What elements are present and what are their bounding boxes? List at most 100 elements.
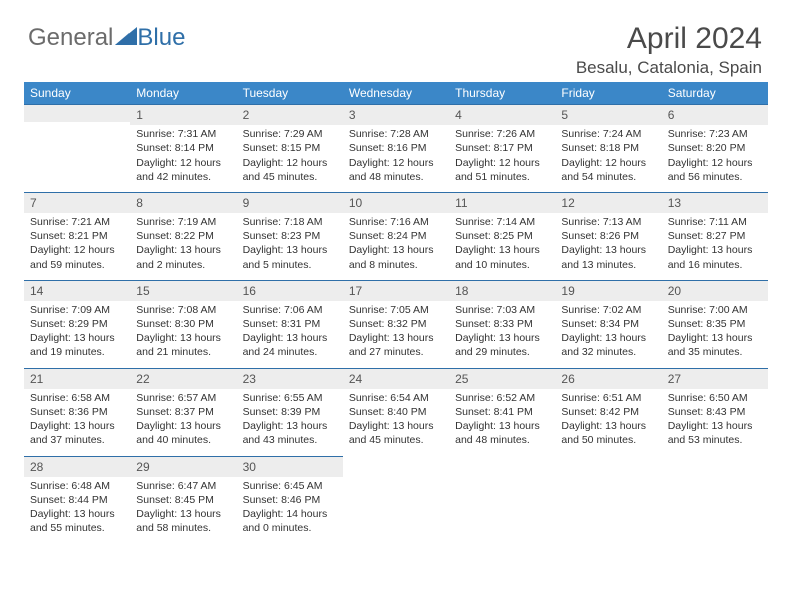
day-content: Sunrise: 6:47 AMSunset: 8:45 PMDaylight:… — [130, 477, 236, 544]
weekday-header: Friday — [555, 82, 661, 104]
page-title: April 2024 — [576, 22, 762, 56]
day-content: Sunrise: 6:55 AMSunset: 8:39 PMDaylight:… — [237, 389, 343, 456]
day2-line: and 19 minutes. — [30, 345, 124, 359]
sunset-line: Sunset: 8:44 PM — [30, 493, 124, 507]
day-cell: 7Sunrise: 7:21 AMSunset: 8:21 PMDaylight… — [24, 192, 130, 280]
day1-line: Daylight: 13 hours — [455, 331, 549, 345]
day2-line: and 24 minutes. — [243, 345, 337, 359]
sunrise-line: Sunrise: 6:50 AM — [668, 391, 762, 405]
day-cell: 27Sunrise: 6:50 AMSunset: 8:43 PMDayligh… — [662, 368, 768, 456]
day-cell: 14Sunrise: 7:09 AMSunset: 8:29 PMDayligh… — [24, 280, 130, 368]
day2-line: and 27 minutes. — [349, 345, 443, 359]
sunrise-line: Sunrise: 6:48 AM — [30, 479, 124, 493]
sunset-line: Sunset: 8:43 PM — [668, 405, 762, 419]
day1-line: Daylight: 13 hours — [136, 243, 230, 257]
sunset-line: Sunset: 8:24 PM — [349, 229, 443, 243]
sunrise-line: Sunrise: 7:24 AM — [561, 127, 655, 141]
sunset-line: Sunset: 8:23 PM — [243, 229, 337, 243]
day-cell: 5Sunrise: 7:24 AMSunset: 8:18 PMDaylight… — [555, 104, 661, 192]
day-cell: 10Sunrise: 7:16 AMSunset: 8:24 PMDayligh… — [343, 192, 449, 280]
day-number: 10 — [343, 192, 449, 213]
day-number: 29 — [130, 456, 236, 477]
day-content: Sunrise: 7:06 AMSunset: 8:31 PMDaylight:… — [237, 301, 343, 368]
sunset-line: Sunset: 8:37 PM — [136, 405, 230, 419]
day-number: 28 — [24, 456, 130, 477]
day-number: 13 — [662, 192, 768, 213]
day1-line: Daylight: 13 hours — [243, 243, 337, 257]
day-content: Sunrise: 6:52 AMSunset: 8:41 PMDaylight:… — [449, 389, 555, 456]
sunset-line: Sunset: 8:41 PM — [455, 405, 549, 419]
weekday-header: Monday — [130, 82, 236, 104]
day2-line: and 59 minutes. — [30, 258, 124, 272]
sunrise-line: Sunrise: 7:23 AM — [668, 127, 762, 141]
day-cell: 11Sunrise: 7:14 AMSunset: 8:25 PMDayligh… — [449, 192, 555, 280]
day1-line: Daylight: 13 hours — [668, 419, 762, 433]
sunset-line: Sunset: 8:30 PM — [136, 317, 230, 331]
day2-line: and 10 minutes. — [455, 258, 549, 272]
day2-line: and 50 minutes. — [561, 433, 655, 447]
day-content: Sunrise: 6:51 AMSunset: 8:42 PMDaylight:… — [555, 389, 661, 456]
day-cell: 16Sunrise: 7:06 AMSunset: 8:31 PMDayligh… — [237, 280, 343, 368]
brand-part1: General — [28, 24, 113, 52]
sunrise-line: Sunrise: 6:51 AM — [561, 391, 655, 405]
day2-line: and 48 minutes. — [349, 170, 443, 184]
day-cell: 12Sunrise: 7:13 AMSunset: 8:26 PMDayligh… — [555, 192, 661, 280]
day1-line: Daylight: 13 hours — [349, 331, 443, 345]
day2-line: and 42 minutes. — [136, 170, 230, 184]
day2-line: and 8 minutes. — [349, 258, 443, 272]
weekday-header: Sunday — [24, 82, 130, 104]
day-number: 7 — [24, 192, 130, 213]
sunrise-line: Sunrise: 7:16 AM — [349, 215, 443, 229]
day-cell: 20Sunrise: 7:00 AMSunset: 8:35 PMDayligh… — [662, 280, 768, 368]
day1-line: Daylight: 13 hours — [30, 419, 124, 433]
day1-line: Daylight: 13 hours — [349, 243, 443, 257]
day-cell: 6Sunrise: 7:23 AMSunset: 8:20 PMDaylight… — [662, 104, 768, 192]
day-number: 23 — [237, 368, 343, 389]
sunset-line: Sunset: 8:34 PM — [561, 317, 655, 331]
day-number: 9 — [237, 192, 343, 213]
sunset-line: Sunset: 8:14 PM — [136, 141, 230, 155]
location-subtitle: Besalu, Catalonia, Spain — [576, 58, 762, 78]
day-number: 22 — [130, 368, 236, 389]
day-cell: 17Sunrise: 7:05 AMSunset: 8:32 PMDayligh… — [343, 280, 449, 368]
day-content: Sunrise: 6:54 AMSunset: 8:40 PMDaylight:… — [343, 389, 449, 456]
day-content: Sunrise: 7:16 AMSunset: 8:24 PMDaylight:… — [343, 213, 449, 280]
day2-line: and 16 minutes. — [668, 258, 762, 272]
day-cell: 21Sunrise: 6:58 AMSunset: 8:36 PMDayligh… — [24, 368, 130, 456]
sunrise-line: Sunrise: 7:19 AM — [136, 215, 230, 229]
day1-line: Daylight: 13 hours — [136, 419, 230, 433]
sunrise-line: Sunrise: 7:02 AM — [561, 303, 655, 317]
day-cell: 29Sunrise: 6:47 AMSunset: 8:45 PMDayligh… — [130, 456, 236, 544]
sunset-line: Sunset: 8:32 PM — [349, 317, 443, 331]
day2-line: and 55 minutes. — [30, 521, 124, 535]
day-content: Sunrise: 6:48 AMSunset: 8:44 PMDaylight:… — [24, 477, 130, 544]
day-content: Sunrise: 7:08 AMSunset: 8:30 PMDaylight:… — [130, 301, 236, 368]
brand-part2: Blue — [137, 24, 185, 52]
day-content: Sunrise: 7:24 AMSunset: 8:18 PMDaylight:… — [555, 125, 661, 192]
sunset-line: Sunset: 8:21 PM — [30, 229, 124, 243]
sunset-line: Sunset: 8:26 PM — [561, 229, 655, 243]
sunset-line: Sunset: 8:17 PM — [455, 141, 549, 155]
day-number: 4 — [449, 104, 555, 125]
day-number: 17 — [343, 280, 449, 301]
sunrise-line: Sunrise: 6:58 AM — [30, 391, 124, 405]
day1-line: Daylight: 13 hours — [136, 331, 230, 345]
sunrise-line: Sunrise: 6:57 AM — [136, 391, 230, 405]
day-cell: 22 Sunrise: 6:57 AMSunset: 8:37 PMDayligh… — [130, 368, 236, 456]
day-cell: 25Sunrise: 6:52 AMSunset: 8:41 PMDayligh… — [449, 368, 555, 456]
day1-line: Daylight: 12 hours — [349, 156, 443, 170]
sunset-line: Sunset: 8:20 PM — [668, 141, 762, 155]
sunrise-line: Sunrise: 7:31 AM — [136, 127, 230, 141]
day-cell — [24, 104, 130, 192]
day-content: Sunrise: 6:50 AMSunset: 8:43 PMDaylight:… — [662, 389, 768, 456]
day-number: 18 — [449, 280, 555, 301]
day-number: 25 — [449, 368, 555, 389]
day1-line: Daylight: 12 hours — [455, 156, 549, 170]
day-number: 27 — [662, 368, 768, 389]
weekday-header: Saturday — [662, 82, 768, 104]
sunset-line: Sunset: 8:35 PM — [668, 317, 762, 331]
day1-line: Daylight: 13 hours — [30, 331, 124, 345]
day-cell: 9Sunrise: 7:18 AMSunset: 8:23 PMDaylight… — [237, 192, 343, 280]
day-cell: 23Sunrise: 6:55 AMSunset: 8:39 PMDayligh… — [237, 368, 343, 456]
day-cell: 2Sunrise: 7:29 AMSunset: 8:15 PMDaylight… — [237, 104, 343, 192]
